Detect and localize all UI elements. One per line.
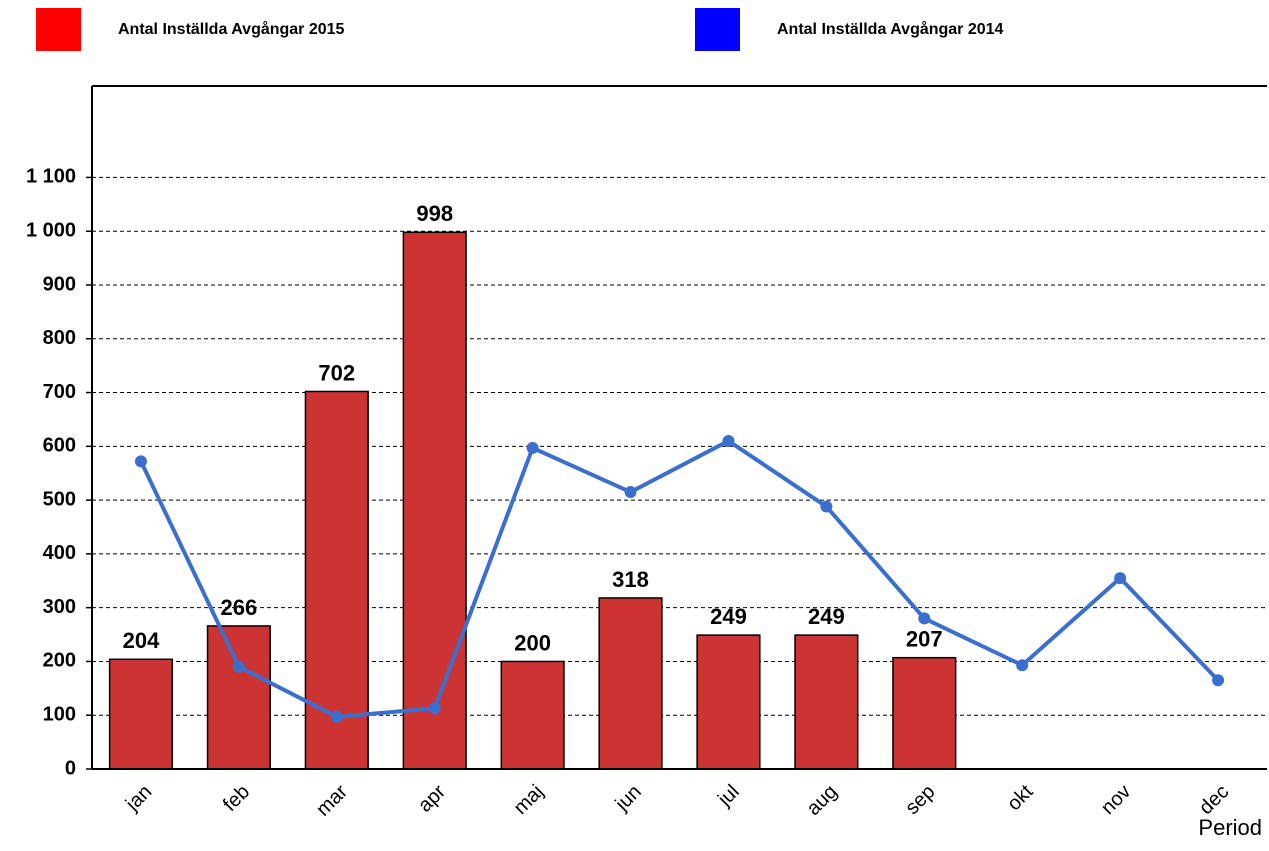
- x-tick-label: feb: [219, 781, 254, 816]
- bar: [892, 656, 957, 770]
- x-tick-label: dec: [1195, 781, 1233, 819]
- y-tick-label: 300: [43, 596, 76, 618]
- bar: [696, 634, 761, 770]
- x-tick-label: jul: [713, 781, 743, 811]
- line-point: [624, 486, 637, 499]
- line-point: [1016, 659, 1029, 672]
- data-label: 249: [710, 604, 747, 629]
- x-tick-label: jan: [121, 781, 156, 816]
- y-tick-label: 900: [43, 273, 76, 295]
- x-tick-label: mar: [312, 780, 352, 820]
- line-point: [134, 455, 147, 468]
- y-tick-label: 1 000: [26, 219, 76, 241]
- data-label: 998: [416, 201, 453, 226]
- data-label: 207: [906, 626, 943, 651]
- legend-swatch: [695, 8, 740, 51]
- y-tick-label: 800: [43, 327, 76, 349]
- x-tick-label: nov: [1097, 781, 1135, 819]
- x-axis-label: Period: [1198, 815, 1262, 840]
- legend-label: Antal Inställda Avgångar 2015: [118, 20, 345, 38]
- data-label: 204: [123, 628, 160, 653]
- y-tick-label: 400: [43, 542, 76, 564]
- line-point: [330, 710, 343, 723]
- x-tick-label: okt: [1003, 780, 1038, 815]
- y-tick-label: 500: [43, 488, 76, 510]
- x-tick-label: maj: [510, 781, 548, 819]
- bar: [794, 634, 859, 770]
- line-point: [918, 612, 931, 625]
- data-label: 266: [221, 595, 258, 620]
- y-tick-label: 200: [43, 650, 76, 672]
- legend-swatch: [36, 8, 81, 51]
- line-point: [722, 434, 735, 447]
- line-point: [526, 441, 539, 454]
- y-tick-label: 700: [43, 381, 76, 403]
- y-tick-label: 600: [43, 435, 76, 457]
- line-point: [1212, 674, 1225, 687]
- data-label: 200: [514, 630, 551, 655]
- line-point: [1114, 572, 1127, 585]
- bar: [402, 231, 467, 770]
- x-tick-label: sep: [901, 781, 939, 819]
- data-label: 702: [318, 360, 355, 385]
- data-label: 249: [808, 604, 845, 629]
- data-label: 318: [612, 567, 649, 592]
- x-tick-label: aug: [802, 781, 841, 820]
- y-tick-label: 0: [65, 757, 76, 779]
- line-point: [232, 660, 245, 673]
- y-tick-label: 100: [43, 704, 76, 726]
- line-point: [820, 500, 833, 513]
- legend-label: Antal Inställda Avgångar 2014: [777, 20, 1004, 38]
- line: [139, 438, 1220, 719]
- y-tick-label: 1 100: [26, 166, 76, 188]
- bar: [500, 660, 565, 770]
- line-point: [428, 702, 441, 715]
- x-tick-label: jun: [611, 781, 646, 816]
- x-tick-label: apr: [414, 780, 450, 816]
- bar: [206, 625, 271, 770]
- bar: [108, 658, 174, 770]
- bar: [598, 597, 663, 770]
